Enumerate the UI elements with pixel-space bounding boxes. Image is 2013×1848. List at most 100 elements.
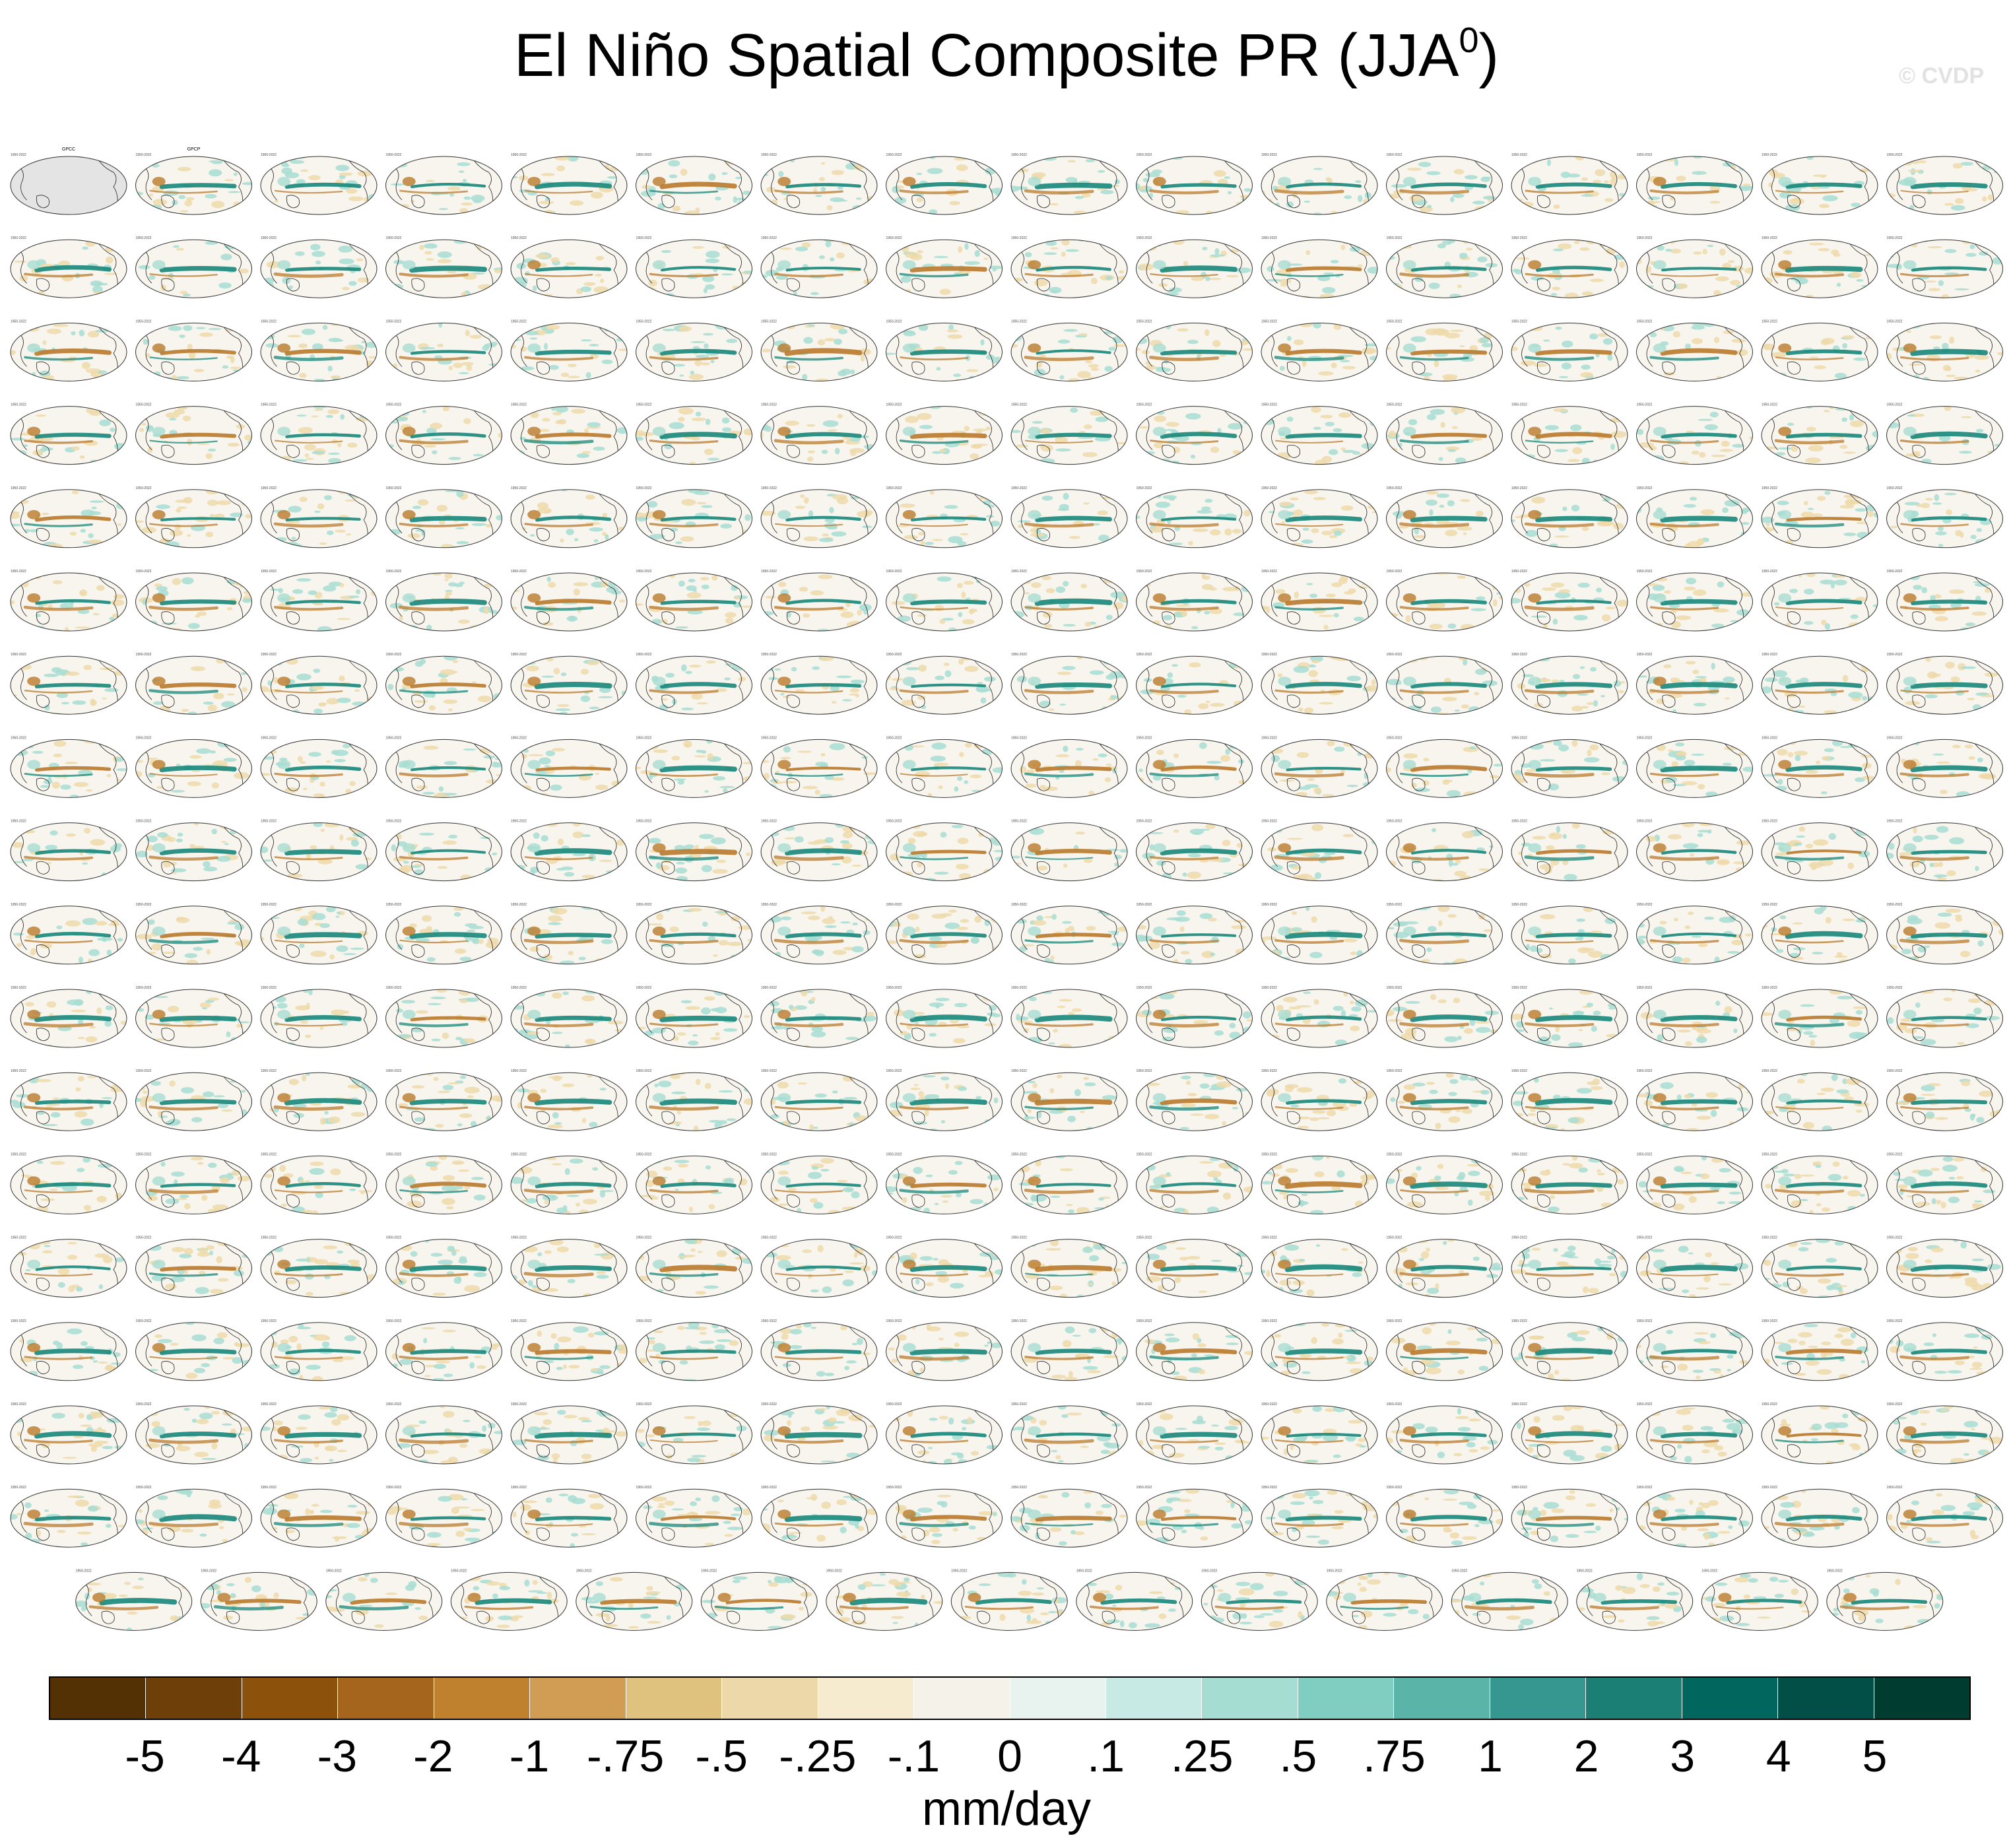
- map-panel: 1950-2022: [1886, 820, 2003, 882]
- colorbar-tick-label: -4: [220, 1731, 261, 1781]
- map-panel: 1950-2022: [1010, 319, 1128, 381]
- map-panel: 1950-2022: [1010, 236, 1128, 298]
- map-panel: GPCP 1950-2022: [135, 147, 252, 215]
- panel-period: 1950-2022: [386, 1152, 402, 1156]
- map-panel: 1950-2022: [510, 903, 628, 965]
- map-panel: 1950-2022: [1886, 736, 2003, 798]
- panel-period: 1950-2022: [1261, 986, 1277, 990]
- map-panel: 1950-2022: [260, 403, 378, 465]
- panel-period: 1950-2022: [11, 153, 26, 157]
- panel-period: 1950-2022: [386, 1402, 402, 1406]
- panel-period: 1950-2022: [136, 1402, 152, 1406]
- map-panel: 1950-2022: [385, 1486, 502, 1548]
- map-panel: 1950-2022: [1261, 820, 1378, 882]
- panel-period: 1950-2022: [1137, 319, 1152, 323]
- map-panel: 1950-2022: [1761, 1152, 1878, 1214]
- map-panel: 1950-2022: [886, 236, 1003, 298]
- panel-period: 1950-2022: [261, 653, 277, 657]
- panel-period: 1950-2022: [576, 1569, 592, 1573]
- panel-period: 1950-2022: [386, 820, 402, 824]
- panel-period: 1950-2022: [11, 653, 26, 657]
- panel-period: 1950-2022: [511, 403, 527, 407]
- map-panel: 1950-2022: [1010, 570, 1128, 632]
- panel-period: 1950-2022: [1887, 986, 1903, 990]
- map-panel: 1950-2022: [260, 903, 378, 965]
- panel-period: 1950-2022: [1261, 486, 1277, 490]
- map-panel: 1950-2022: [760, 1402, 878, 1465]
- panel-period: 1950-2022: [761, 1486, 777, 1490]
- panel-period: 1950-2022: [451, 1569, 467, 1573]
- map-panel: 1950-2022: [135, 486, 252, 548]
- panel-period: 1950-2022: [136, 153, 152, 157]
- panel-period: 1950-2022: [636, 1402, 652, 1406]
- panel-period: 1950-2022: [1387, 1069, 1402, 1073]
- map-panel: 1950-2022: [1511, 153, 1628, 215]
- map-panel: 1950-2022: [10, 486, 127, 548]
- map-panel: 1950-2022: [1136, 1402, 1253, 1465]
- panel-period: 1950-2022: [826, 1569, 842, 1573]
- map-panel: 1950-2022: [1761, 153, 1878, 215]
- panel-period: 1950-2022: [136, 736, 152, 740]
- map-panel: 1950-2022: [135, 1069, 252, 1131]
- map-panel: 1950-2022: [1010, 986, 1128, 1048]
- map-panel: 1950-2022: [1261, 1402, 1378, 1465]
- panel-period: 1950-2022: [261, 153, 277, 157]
- map-panel: 1950-2022: [10, 736, 127, 798]
- panel-period: 1950-2022: [1762, 986, 1777, 990]
- map-panel: 1950-2022: [260, 986, 378, 1048]
- map-panel: 1950-2022: [1636, 1236, 1753, 1298]
- colorbar-box: [1010, 1678, 1106, 1719]
- panel-period: 1950-2022: [1011, 653, 1027, 657]
- panel-period: 1950-2022: [1387, 820, 1402, 824]
- map-panel: 1950-2022: [760, 1486, 878, 1548]
- map-panel: 1950-2022: [1886, 1319, 2003, 1381]
- map-panel: 1950-2022: [1511, 1152, 1628, 1214]
- map-panel: 1950-2022: [385, 1152, 502, 1214]
- panel-period: 1950-2022: [886, 403, 902, 407]
- map-panel: 1950-2022: [1761, 1236, 1878, 1298]
- panel-period: 1950-2022: [261, 1236, 277, 1240]
- map-panel: 1950-2022: [636, 736, 752, 798]
- panel-period: 1950-2022: [386, 486, 402, 490]
- map-panel: 1950-2022: [10, 820, 127, 882]
- map-panel: 1950-2022: [1636, 1402, 1753, 1465]
- map-panel: 1950-2022: [260, 1152, 378, 1214]
- panel-period: 1950-2022: [1762, 570, 1777, 574]
- panel-period: 1950-2022: [1637, 403, 1653, 407]
- map-panel: 1950-2022: [886, 736, 1003, 798]
- panel-period: 1950-2022: [1387, 1236, 1402, 1240]
- map-panel: 1950-2022: [1261, 403, 1378, 465]
- map-panel: 1950-2022: [1261, 903, 1378, 965]
- map-panel: 1950-2022: [1136, 236, 1253, 298]
- map-panel: 1950-2022: [385, 1319, 502, 1381]
- map-panel: 1950-2022: [1826, 1569, 1944, 1631]
- map-panel: 1950-2022: [826, 1569, 943, 1631]
- map-panel: 1950-2022: [1761, 1402, 1878, 1465]
- panel-period: 1950-2022: [511, 486, 527, 490]
- map-panel: 1950-2022: [1261, 986, 1378, 1048]
- panel-period: 1950-2022: [1887, 236, 1903, 240]
- panel-period: 1950-2022: [1762, 820, 1777, 824]
- map-panel: 1950-2022: [1511, 486, 1628, 548]
- map-panel: 1950-2022: [510, 153, 628, 215]
- map-panel: 1950-2022: [1386, 1069, 1503, 1131]
- map-panel: 1950-2022: [886, 486, 1003, 548]
- colorbar-box: [1586, 1678, 1682, 1719]
- panel-period: 1950-2022: [136, 820, 152, 824]
- panel-period: 1950-2022: [136, 1319, 152, 1323]
- map-panel: 1950-2022: [886, 903, 1003, 965]
- map-panel: 1950-2022: [636, 820, 752, 882]
- panel-period: 1950-2022: [1011, 986, 1027, 990]
- panel-period: 1950-2022: [1011, 236, 1027, 240]
- map-panel: 1950-2022: [260, 153, 378, 215]
- map-panel: 1950-2022: [760, 486, 878, 548]
- map-panel: 1950-2022: [10, 1236, 127, 1298]
- panel-period: 1950-2022: [261, 1486, 277, 1490]
- map-panel: 1950-2022: [760, 986, 878, 1048]
- panel-period: 1950-2022: [1387, 736, 1402, 740]
- panel-period: 1950-2022: [1511, 736, 1527, 740]
- panel-period: 1950-2022: [761, 986, 777, 990]
- map-panel: 1950-2022: [886, 1069, 1003, 1131]
- panel-period: 1950-2022: [1387, 653, 1402, 657]
